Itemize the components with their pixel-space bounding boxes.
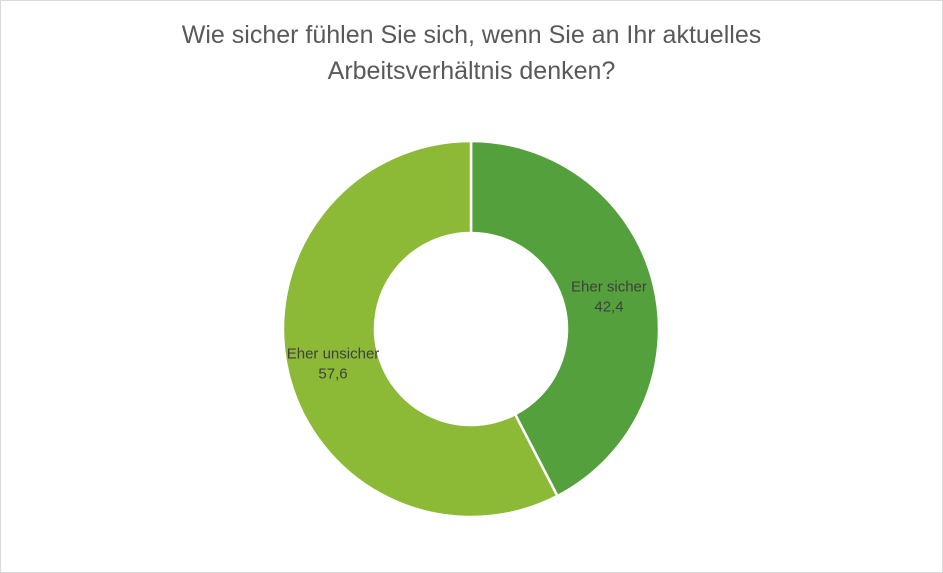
slice-label-value: 42,4	[594, 298, 623, 315]
slice-eher-sicher	[469, 139, 661, 498]
chart-title-line-1: Wie sicher fühlen Sie sich, wenn Sie an …	[181, 21, 762, 49]
donut-labels: Eher sicher 42,4 Eher unsicher 57,6	[287, 278, 647, 382]
slice-label-category: Eher sicher	[571, 278, 647, 295]
donut-slices	[281, 139, 661, 519]
slice-label-value: 57,6	[318, 366, 347, 383]
slice-eher-unsicher	[281, 139, 560, 519]
chart-title-line-2: Arbeitsverhältnis denken?	[327, 57, 616, 85]
chart-title: Wie sicher fühlen Sie sich, wenn Sie an …	[0, 17, 943, 89]
slice-label-category: Eher unsicher	[287, 346, 380, 363]
